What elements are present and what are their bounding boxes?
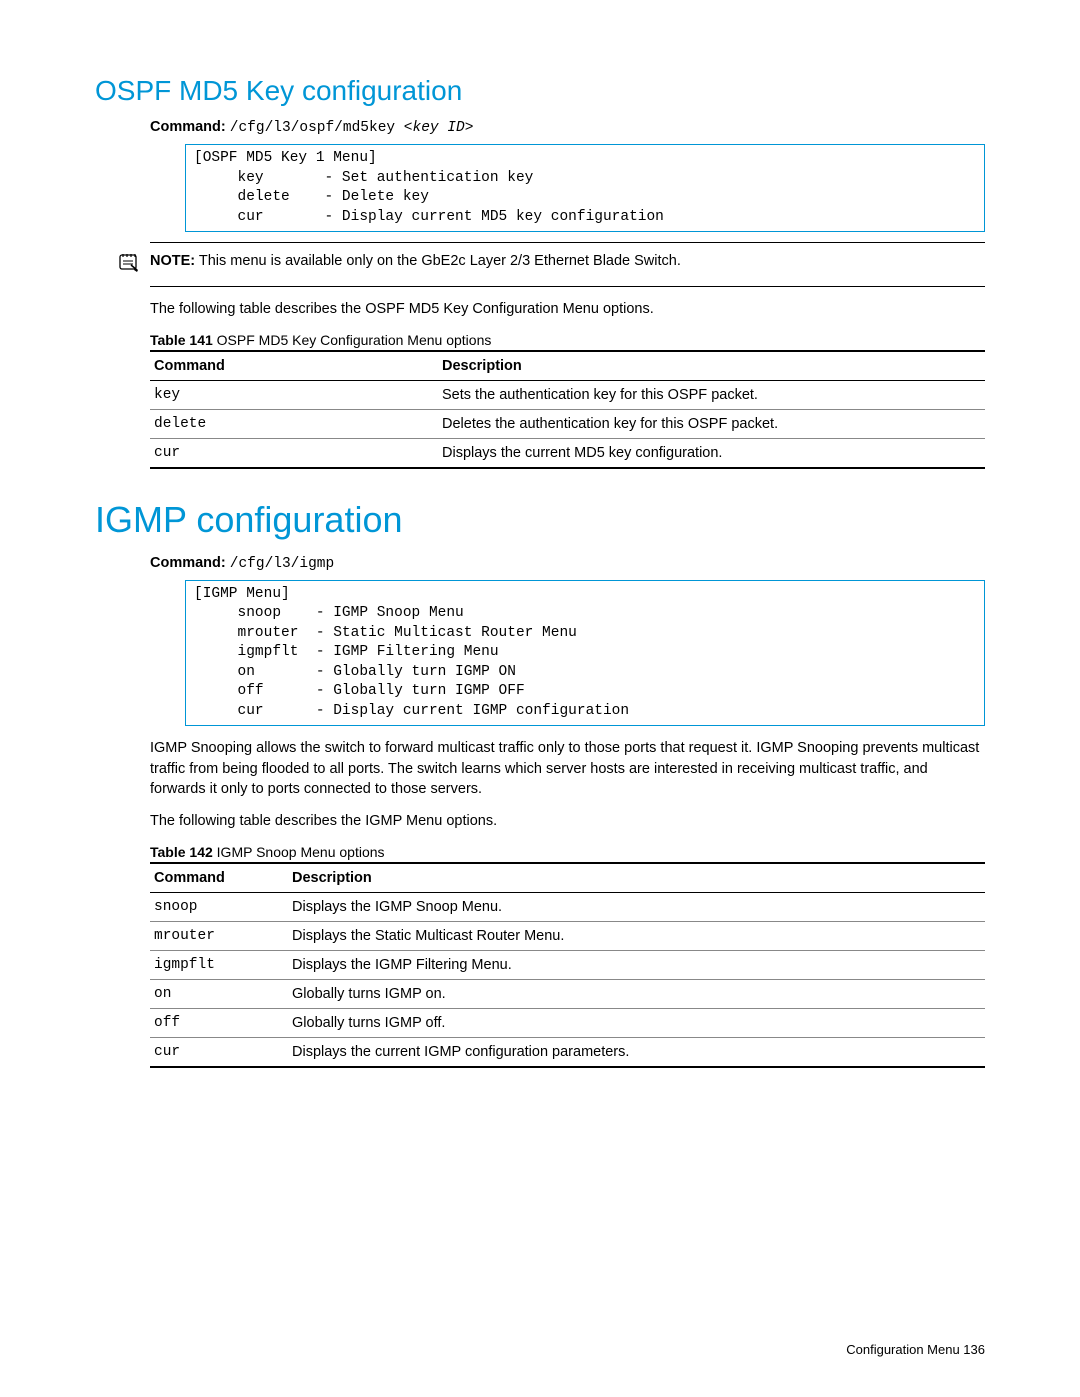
table-ospf-options: Command Description key Sets the authent… bbox=[150, 350, 985, 469]
note-body: This menu is available only on the GbE2c… bbox=[195, 253, 681, 269]
table-row: on Globally turns IGMP on. bbox=[150, 979, 985, 1008]
body-text-igmp-2: The following table describes the IGMP M… bbox=[150, 811, 985, 831]
cell-description: Displays the IGMP Filtering Menu. bbox=[288, 950, 985, 979]
cell-description: Displays the current MD5 key configurati… bbox=[438, 438, 985, 468]
col-header-description: Description bbox=[438, 351, 985, 381]
section-heading-igmp: IGMP configuration bbox=[95, 499, 985, 541]
code-box-ospf: [OSPF MD5 Key 1 Menu] key - Set authenti… bbox=[185, 144, 985, 232]
col-header-description: Description bbox=[288, 863, 985, 893]
cell-command: off bbox=[150, 1008, 288, 1037]
table-row: mrouter Displays the Static Multicast Ro… bbox=[150, 921, 985, 950]
table-caption-bold: Table 141 bbox=[150, 332, 213, 348]
cell-description: Globally turns IGMP off. bbox=[288, 1008, 985, 1037]
table-row: cur Displays the current IGMP configurat… bbox=[150, 1037, 985, 1067]
cell-command: cur bbox=[150, 1037, 288, 1067]
col-header-command: Command bbox=[150, 863, 288, 893]
table-igmp-options: Command Description snoop Displays the I… bbox=[150, 862, 985, 1068]
table-header-row: Command Description bbox=[150, 863, 985, 893]
command-label: Command: bbox=[150, 119, 226, 135]
cell-command: cur bbox=[150, 438, 438, 468]
cell-description: Displays the Static Multicast Router Men… bbox=[288, 921, 985, 950]
table-row: delete Deletes the authentication key fo… bbox=[150, 409, 985, 438]
code-box-igmp: [IGMP Menu] snoop - IGMP Snoop Menu mrou… bbox=[185, 580, 985, 727]
cell-command: mrouter bbox=[150, 921, 288, 950]
body-text-igmp-1: IGMP Snooping allows the switch to forwa… bbox=[150, 738, 985, 799]
table-row: snoop Displays the IGMP Snoop Menu. bbox=[150, 892, 985, 921]
table-row: key Sets the authentication key for this… bbox=[150, 380, 985, 409]
table-caption-rest: IGMP Snoop Menu options bbox=[213, 844, 385, 860]
cell-description: Displays the current IGMP configuration … bbox=[288, 1037, 985, 1067]
command-line-ospf: Command: /cfg/l3/ospf/md5key <key ID> bbox=[150, 119, 985, 136]
cell-description: Deletes the authentication key for this … bbox=[438, 409, 985, 438]
cell-command: delete bbox=[150, 409, 438, 438]
command-text: /cfg/l3/ospf/md5key bbox=[230, 120, 404, 136]
command-label: Command: bbox=[150, 555, 226, 571]
cell-description: Globally turns IGMP on. bbox=[288, 979, 985, 1008]
table-caption-142: Table 142 IGMP Snoop Menu options bbox=[150, 844, 985, 860]
cell-command: snoop bbox=[150, 892, 288, 921]
cell-description: Displays the IGMP Snoop Menu. bbox=[288, 892, 985, 921]
table-row: cur Displays the current MD5 key configu… bbox=[150, 438, 985, 468]
note-label: NOTE: bbox=[150, 253, 195, 269]
command-line-igmp: Command: /cfg/l3/igmp bbox=[150, 555, 985, 572]
note-row: NOTE: This menu is available only on the… bbox=[150, 243, 985, 287]
table-header-row: Command Description bbox=[150, 351, 985, 381]
page-footer: Configuration Menu 136 bbox=[846, 1342, 985, 1357]
cell-command: on bbox=[150, 979, 288, 1008]
cell-command: igmpflt bbox=[150, 950, 288, 979]
command-arg: <key ID> bbox=[404, 120, 474, 136]
note-icon bbox=[117, 251, 143, 278]
cell-command: key bbox=[150, 380, 438, 409]
table-row: igmpflt Displays the IGMP Filtering Menu… bbox=[150, 950, 985, 979]
table-caption-141: Table 141 OSPF MD5 Key Configuration Men… bbox=[150, 332, 985, 348]
section-heading-ospf: OSPF MD5 Key configuration bbox=[95, 75, 985, 107]
col-header-command: Command bbox=[150, 351, 438, 381]
command-text: /cfg/l3/igmp bbox=[230, 556, 334, 572]
note-text: NOTE: This menu is available only on the… bbox=[150, 251, 681, 271]
table-row: off Globally turns IGMP off. bbox=[150, 1008, 985, 1037]
cell-description: Sets the authentication key for this OSP… bbox=[438, 380, 985, 409]
table-caption-rest: OSPF MD5 Key Configuration Menu options bbox=[213, 332, 492, 348]
table-caption-bold: Table 142 bbox=[150, 844, 213, 860]
document-page: OSPF MD5 Key configuration Command: /cfg… bbox=[0, 0, 1080, 1397]
body-text-ospf: The following table describes the OSPF M… bbox=[150, 299, 985, 319]
